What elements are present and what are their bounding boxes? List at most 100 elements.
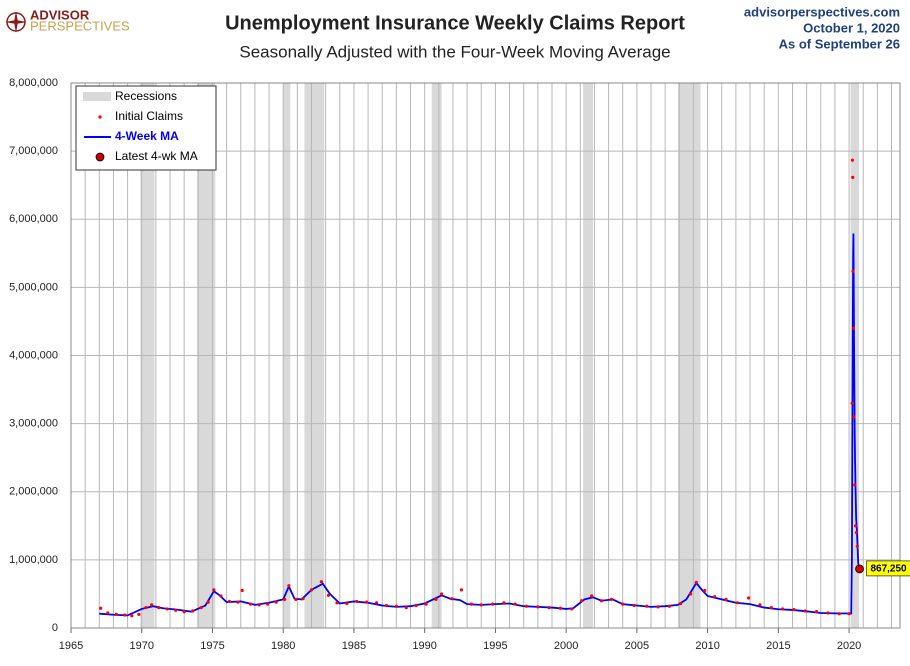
claim-dot xyxy=(240,588,244,593)
claim-dot xyxy=(803,609,807,613)
as-of: As of September 26 xyxy=(779,36,900,51)
claim-dot xyxy=(502,601,506,605)
claim-dot xyxy=(826,611,830,615)
legend-swatch xyxy=(95,152,105,162)
x-tick-label: 1995 xyxy=(483,640,507,652)
claim-dot xyxy=(130,614,134,618)
claim-dot xyxy=(703,588,707,593)
latest-point xyxy=(855,564,864,574)
claim-dot xyxy=(165,607,169,611)
claim-dot xyxy=(853,524,858,528)
claim-dot xyxy=(851,326,856,330)
date: October 1, 2020 xyxy=(803,20,900,35)
claim-dot xyxy=(199,605,203,610)
x-tick-label: 2005 xyxy=(625,640,649,652)
x-tick-label: 1990 xyxy=(412,640,436,652)
claim-dot xyxy=(735,601,739,605)
claim-dot xyxy=(182,610,186,614)
claim-dot xyxy=(469,602,473,606)
claim-dot xyxy=(558,606,563,610)
claim-dot xyxy=(524,604,529,608)
legend-label: 4-Week MA xyxy=(115,129,179,143)
claim-dot xyxy=(724,597,728,601)
x-tick-label: 2010 xyxy=(695,640,719,652)
claim-dot xyxy=(621,602,625,606)
x-tick-label: 2020 xyxy=(837,640,861,652)
claim-dot xyxy=(114,612,118,616)
logo-text: PERSPECTIVES xyxy=(30,18,130,33)
claim-dot xyxy=(855,544,859,548)
claim-dot xyxy=(106,611,110,615)
claim-dot xyxy=(144,605,148,610)
claim-dot xyxy=(294,597,298,601)
claim-dot xyxy=(449,597,454,601)
claim-dot xyxy=(792,608,796,612)
claim-dot xyxy=(365,600,369,604)
logo: ADVISOR PERSPECTIVES xyxy=(5,7,130,33)
legend: Recessions Initial Claims 4-Week MA Latest … xyxy=(75,85,217,171)
y-tick-label: 3,000,000 xyxy=(9,418,58,430)
claim-dot xyxy=(667,604,672,608)
claim-dot xyxy=(266,602,270,606)
claim-dot xyxy=(287,584,291,588)
x-tick-label: 1975 xyxy=(200,640,224,652)
claim-dot xyxy=(513,602,517,606)
claim-dot xyxy=(99,606,103,610)
y-tick-label: 4,000,000 xyxy=(9,349,58,361)
claim-dot xyxy=(236,600,240,604)
claim-dot xyxy=(326,593,331,597)
claim-dot xyxy=(434,597,438,601)
claim-dot xyxy=(227,599,232,604)
legend-label: Recessions xyxy=(115,89,177,103)
y-tick-label: 5,000,000 xyxy=(9,281,58,293)
claim-dot xyxy=(257,603,261,607)
claim-dot xyxy=(747,596,751,600)
claim-dot xyxy=(219,594,223,598)
claim-dot xyxy=(174,608,178,612)
y-tick-label: 6,000,000 xyxy=(9,213,58,225)
y-tick-label: 0 xyxy=(52,622,58,634)
claim-dot xyxy=(656,605,660,609)
claim-dot xyxy=(123,613,127,617)
claim-dot xyxy=(645,604,649,608)
claim-dot xyxy=(394,604,398,608)
x-tick-label: 1970 xyxy=(129,640,153,652)
y-tick-label: 8,000,000 xyxy=(9,77,58,89)
claim-dot xyxy=(440,592,444,596)
plot-border xyxy=(70,82,901,629)
latest-label: 867,250 xyxy=(870,564,907,575)
claim-dot xyxy=(580,599,584,603)
chart-subtitle: Seasonally Adjusted with the Four-Week M… xyxy=(239,42,670,61)
claim-dot xyxy=(274,600,278,604)
legend-label: Initial Claims xyxy=(115,109,183,123)
claim-dot xyxy=(157,605,161,610)
claim-dot xyxy=(335,601,339,605)
latest-label-box xyxy=(866,560,910,577)
claim-dot xyxy=(547,605,551,610)
claim-dot xyxy=(599,599,604,603)
x-tick-label: 1980 xyxy=(271,640,295,652)
claim-dot xyxy=(837,612,841,616)
claim-dot xyxy=(570,607,574,611)
x-tick-label: 2000 xyxy=(554,640,578,652)
claim-dot xyxy=(206,600,210,604)
y-tick-label: 2,000,000 xyxy=(9,486,58,498)
chart-title: Unemployment Insurance Weekly Claims Rep… xyxy=(225,12,685,34)
claim-dot xyxy=(769,605,773,610)
claim-dot xyxy=(780,607,785,611)
claim-dot xyxy=(694,580,698,584)
x-tick-label: 2015 xyxy=(766,640,790,652)
logo-compass xyxy=(5,11,27,33)
claim-dot xyxy=(319,580,323,584)
claim-dot xyxy=(404,605,408,610)
legend-swatch xyxy=(83,92,111,101)
claim-dot xyxy=(853,483,857,487)
claim-dot xyxy=(850,401,854,405)
claim-dot xyxy=(309,588,314,592)
claim-dot xyxy=(479,603,483,607)
legend-label: Latest 4-wk MA xyxy=(115,149,198,163)
claim-dot xyxy=(814,610,819,614)
legend-swatch xyxy=(98,115,102,119)
claim-dot xyxy=(191,609,195,613)
